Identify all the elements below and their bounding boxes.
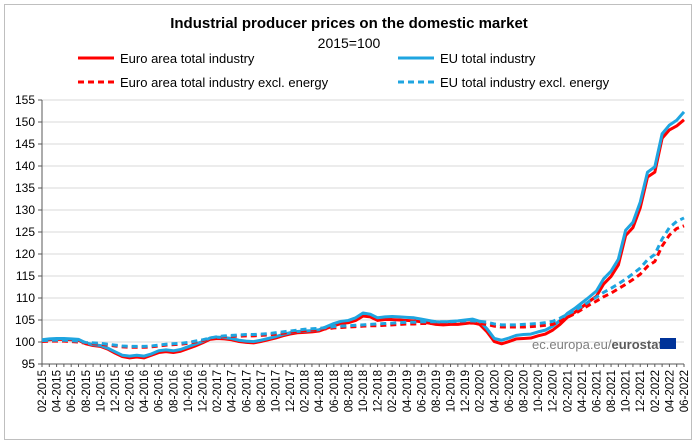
x-tick-label: 12-2016: [198, 370, 210, 412]
x-tick-label: 06-2022: [679, 370, 691, 412]
x-tick-label: 02-2016: [125, 370, 137, 412]
x-tick-label: 06-2015: [66, 370, 78, 412]
x-tick-label: 12-2021: [635, 370, 647, 412]
x-tick-label: 02-2019: [387, 370, 399, 412]
y-tick-label: 145: [15, 137, 35, 151]
x-tick-label: 04-2019: [402, 370, 414, 412]
y-tick-label: 140: [15, 159, 35, 173]
series-line-eu-total-industry-excl-energy: [41, 216, 685, 348]
x-tick-label: 10-2020: [533, 370, 545, 412]
x-tick-label: 12-2018: [373, 370, 385, 412]
x-axis: 02-2015 04-2015 06-2015 08-2015 10-2015 12-20…: [37, 363, 691, 412]
x-tick-label: 04-2022: [664, 370, 676, 412]
y-tick-label: 110: [16, 291, 35, 305]
legend: Euro area total industry EU total industr…: [78, 51, 610, 90]
eu-flag-icon: [660, 338, 676, 349]
x-tick-label: 10-2021: [621, 370, 633, 412]
svg-text:ec.europa.eu/eurostat: ec.europa.eu/eurostat: [532, 337, 663, 352]
series-line-eu-total-industry: [41, 110, 686, 358]
x-tick-label: 12-2017: [285, 370, 297, 412]
chart-title: Industrial producer prices on the domest…: [170, 15, 528, 32]
watermark-source-text: ec.europa.eu/: [532, 337, 612, 352]
x-tick-label: 10-2016: [183, 370, 195, 412]
x-tick-label: 02-2020: [475, 370, 487, 412]
x-tick-label: 04-2021: [577, 370, 589, 412]
chart-subtitle: 2015=100: [318, 35, 381, 51]
x-tick-label: 08-2018: [343, 370, 355, 412]
x-tick-label: 08-2019: [431, 370, 443, 412]
x-tick-label: 06-2020: [504, 370, 516, 412]
x-tick-label: 02-2021: [562, 370, 574, 412]
x-tick-label: 12-2020: [548, 370, 560, 412]
x-tick-label: 04-2016: [139, 370, 151, 412]
y-tick-label: 100: [15, 335, 35, 349]
series-line-euro-area-total-industry: [41, 118, 685, 360]
x-tick-label: 06-2018: [329, 370, 341, 412]
legend-label: EU total industry excl. energy: [440, 75, 610, 90]
x-tick-label: 06-2017: [241, 370, 253, 412]
x-tick-label: 06-2016: [154, 370, 166, 412]
x-tick-label: 08-2020: [519, 370, 531, 412]
x-tick-label: 10-2018: [358, 370, 370, 412]
x-tick-label: 08-2021: [606, 370, 618, 412]
eurostat-watermark: ec.europa.eu/eurostat: [532, 337, 676, 352]
legend-label: Euro area total industry: [120, 51, 255, 66]
watermark-brand-text: eurostat: [612, 337, 664, 352]
y-tick-label: 105: [15, 313, 35, 327]
y-tick-label: 155: [15, 93, 35, 107]
x-tick-label: 02-2022: [650, 370, 662, 412]
x-tick-label: 12-2019: [460, 370, 472, 412]
x-tick-label: 10-2019: [446, 370, 458, 412]
chart-frame: [4, 4, 692, 440]
legend-label: Euro area total industry excl. energy: [120, 75, 329, 90]
x-tick-label: 02-2015: [37, 370, 49, 412]
y-tick-label: 150: [15, 115, 35, 129]
series-group: [41, 110, 686, 360]
x-tick-label: 06-2019: [416, 370, 428, 412]
y-tick-label: 135: [15, 181, 35, 195]
x-tick-label: 10-2017: [270, 370, 282, 412]
y-tick-label: 120: [15, 247, 35, 261]
y-tick-label: 125: [15, 225, 35, 239]
series-line-euro-area-total-industry-excl-energy: [41, 224, 685, 349]
x-tick-label: 08-2015: [81, 370, 93, 412]
x-tick-label: 04-2020: [489, 370, 501, 412]
x-tick-label: 04-2017: [227, 370, 239, 412]
y-tick-label: 95: [22, 357, 36, 371]
x-tick-label: 02-2018: [300, 370, 312, 412]
grid: [42, 99, 684, 365]
x-tick-label: 04-2018: [314, 370, 326, 412]
x-tick-label: 02-2017: [212, 370, 224, 412]
y-axis: 95 100 105 110 115 120 125 130 135 140 145 150 155: [15, 93, 43, 371]
y-tick-label: 115: [16, 269, 35, 283]
x-tick-label: 08-2017: [256, 370, 268, 412]
x-tick-label: 06-2021: [591, 370, 603, 412]
y-tick-label: 130: [15, 203, 35, 217]
x-tick-label: 12-2015: [110, 370, 122, 412]
legend-label: EU total industry: [440, 51, 536, 66]
x-tick-label: 10-2015: [95, 370, 107, 412]
x-tick-label: 04-2015: [52, 370, 64, 412]
x-tick-label: 08-2016: [168, 370, 180, 412]
